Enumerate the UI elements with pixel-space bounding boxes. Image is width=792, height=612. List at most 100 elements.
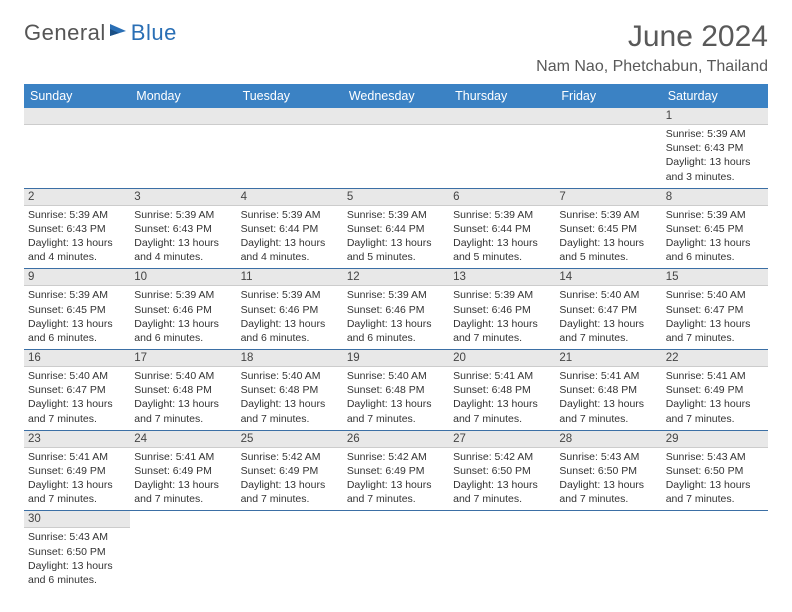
daylight-line: Daylight: 13 hours and 3 minutes. <box>666 155 764 183</box>
calendar-cell: 16Sunrise: 5:40 AMSunset: 6:47 PMDayligh… <box>24 350 130 431</box>
sunrise-line: Sunrise: 5:39 AM <box>28 288 126 302</box>
calendar-cell: 23Sunrise: 5:41 AMSunset: 6:49 PMDayligh… <box>24 430 130 511</box>
logo-text-1: General <box>24 20 106 46</box>
day-details: Sunrise: 5:39 AMSunset: 6:45 PMDaylight:… <box>24 286 130 349</box>
day-number: 5 <box>343 189 449 206</box>
day-number: 28 <box>555 431 661 448</box>
sunrise-line: Sunrise: 5:39 AM <box>347 288 445 302</box>
sunrise-line: Sunrise: 5:39 AM <box>347 208 445 222</box>
daylight-line: Daylight: 13 hours and 4 minutes. <box>28 236 126 264</box>
sunrise-line: Sunrise: 5:39 AM <box>559 208 657 222</box>
calendar-cell: 27Sunrise: 5:42 AMSunset: 6:50 PMDayligh… <box>449 430 555 511</box>
calendar-cell <box>555 511 661 591</box>
sunset-line: Sunset: 6:50 PM <box>453 464 551 478</box>
calendar-cell <box>662 511 768 591</box>
sunset-line: Sunset: 6:48 PM <box>559 383 657 397</box>
daylight-line: Daylight: 13 hours and 7 minutes. <box>134 478 232 506</box>
calendar-week: 30Sunrise: 5:43 AMSunset: 6:50 PMDayligh… <box>24 511 768 591</box>
day-number: 15 <box>662 269 768 286</box>
daylight-line: Daylight: 13 hours and 7 minutes. <box>241 397 339 425</box>
day-details: Sunrise: 5:41 AMSunset: 6:49 PMDaylight:… <box>130 448 236 511</box>
day-number: 13 <box>449 269 555 286</box>
sunset-line: Sunset: 6:44 PM <box>453 222 551 236</box>
calendar-cell: 14Sunrise: 5:40 AMSunset: 6:47 PMDayligh… <box>555 269 661 350</box>
sunrise-line: Sunrise: 5:43 AM <box>28 530 126 544</box>
calendar-table: SundayMondayTuesdayWednesdayThursdayFrid… <box>24 84 768 591</box>
day-number: 12 <box>343 269 449 286</box>
day-details: Sunrise: 5:39 AMSunset: 6:45 PMDaylight:… <box>555 206 661 269</box>
day-number: 21 <box>555 350 661 367</box>
day-number: 2 <box>24 189 130 206</box>
sunset-line: Sunset: 6:45 PM <box>28 303 126 317</box>
calendar-cell <box>237 511 343 591</box>
calendar-cell: 3Sunrise: 5:39 AMSunset: 6:43 PMDaylight… <box>130 188 236 269</box>
day-number: 17 <box>130 350 236 367</box>
header: General Blue June 2024 Nam Nao, Phetchabu… <box>24 20 768 76</box>
day-details: Sunrise: 5:40 AMSunset: 6:47 PMDaylight:… <box>662 286 768 349</box>
day-details: Sunrise: 5:39 AMSunset: 6:44 PMDaylight:… <box>343 206 449 269</box>
sunrise-line: Sunrise: 5:41 AM <box>134 450 232 464</box>
sunset-line: Sunset: 6:48 PM <box>241 383 339 397</box>
day-details: Sunrise: 5:40 AMSunset: 6:47 PMDaylight:… <box>555 286 661 349</box>
sunrise-line: Sunrise: 5:40 AM <box>241 369 339 383</box>
calendar-week: 23Sunrise: 5:41 AMSunset: 6:49 PMDayligh… <box>24 430 768 511</box>
sunset-line: Sunset: 6:44 PM <box>241 222 339 236</box>
daylight-line: Daylight: 13 hours and 7 minutes. <box>666 397 764 425</box>
sunrise-line: Sunrise: 5:39 AM <box>453 288 551 302</box>
calendar-cell: 12Sunrise: 5:39 AMSunset: 6:46 PMDayligh… <box>343 269 449 350</box>
sunset-line: Sunset: 6:48 PM <box>347 383 445 397</box>
calendar-cell <box>555 108 661 188</box>
day-details: Sunrise: 5:39 AMSunset: 6:43 PMDaylight:… <box>24 206 130 269</box>
sunset-line: Sunset: 6:48 PM <box>453 383 551 397</box>
day-details: Sunrise: 5:40 AMSunset: 6:48 PMDaylight:… <box>130 367 236 430</box>
day-details: Sunrise: 5:43 AMSunset: 6:50 PMDaylight:… <box>24 528 130 591</box>
daylight-line: Daylight: 13 hours and 6 minutes. <box>241 317 339 345</box>
day-number: 25 <box>237 431 343 448</box>
sunset-line: Sunset: 6:46 PM <box>134 303 232 317</box>
logo-text-2: Blue <box>131 20 177 46</box>
day-number: 20 <box>449 350 555 367</box>
calendar-cell: 5Sunrise: 5:39 AMSunset: 6:44 PMDaylight… <box>343 188 449 269</box>
sunset-line: Sunset: 6:50 PM <box>559 464 657 478</box>
sunset-line: Sunset: 6:46 PM <box>241 303 339 317</box>
day-details: Sunrise: 5:39 AMSunset: 6:44 PMDaylight:… <box>237 206 343 269</box>
day-details: Sunrise: 5:43 AMSunset: 6:50 PMDaylight:… <box>555 448 661 511</box>
sunset-line: Sunset: 6:50 PM <box>666 464 764 478</box>
day-number: 14 <box>555 269 661 286</box>
location: Nam Nao, Phetchabun, Thailand <box>536 58 768 76</box>
day-header: Sunday <box>24 84 130 108</box>
calendar-cell: 25Sunrise: 5:42 AMSunset: 6:49 PMDayligh… <box>237 430 343 511</box>
calendar-cell: 17Sunrise: 5:40 AMSunset: 6:48 PMDayligh… <box>130 350 236 431</box>
sunrise-line: Sunrise: 5:39 AM <box>241 208 339 222</box>
calendar-cell: 18Sunrise: 5:40 AMSunset: 6:48 PMDayligh… <box>237 350 343 431</box>
title-block: June 2024 Nam Nao, Phetchabun, Thailand <box>536 20 768 76</box>
daylight-line: Daylight: 13 hours and 6 minutes. <box>134 317 232 345</box>
day-details: Sunrise: 5:40 AMSunset: 6:47 PMDaylight:… <box>24 367 130 430</box>
day-details: Sunrise: 5:41 AMSunset: 6:48 PMDaylight:… <box>449 367 555 430</box>
daylight-line: Daylight: 13 hours and 7 minutes. <box>559 317 657 345</box>
sunrise-line: Sunrise: 5:41 AM <box>559 369 657 383</box>
sunrise-line: Sunrise: 5:39 AM <box>666 208 764 222</box>
calendar-cell <box>343 108 449 188</box>
day-header: Tuesday <box>237 84 343 108</box>
calendar-cell: 29Sunrise: 5:43 AMSunset: 6:50 PMDayligh… <box>662 430 768 511</box>
calendar-cell: 7Sunrise: 5:39 AMSunset: 6:45 PMDaylight… <box>555 188 661 269</box>
logo: General Blue <box>24 20 177 46</box>
calendar-cell: 15Sunrise: 5:40 AMSunset: 6:47 PMDayligh… <box>662 269 768 350</box>
day-details: Sunrise: 5:39 AMSunset: 6:46 PMDaylight:… <box>130 286 236 349</box>
calendar-cell <box>24 108 130 188</box>
day-number-empty <box>130 108 236 125</box>
day-details: Sunrise: 5:39 AMSunset: 6:43 PMDaylight:… <box>662 125 768 188</box>
day-number: 6 <box>449 189 555 206</box>
calendar-cell: 26Sunrise: 5:42 AMSunset: 6:49 PMDayligh… <box>343 430 449 511</box>
day-details: Sunrise: 5:39 AMSunset: 6:46 PMDaylight:… <box>449 286 555 349</box>
day-number: 19 <box>343 350 449 367</box>
day-header: Friday <box>555 84 661 108</box>
sunrise-line: Sunrise: 5:40 AM <box>28 369 126 383</box>
calendar-week: 16Sunrise: 5:40 AMSunset: 6:47 PMDayligh… <box>24 350 768 431</box>
calendar-cell: 19Sunrise: 5:40 AMSunset: 6:48 PMDayligh… <box>343 350 449 431</box>
calendar-week: 2Sunrise: 5:39 AMSunset: 6:43 PMDaylight… <box>24 188 768 269</box>
calendar-cell: 1Sunrise: 5:39 AMSunset: 6:43 PMDaylight… <box>662 108 768 188</box>
day-number-empty <box>449 108 555 125</box>
day-number: 8 <box>662 189 768 206</box>
